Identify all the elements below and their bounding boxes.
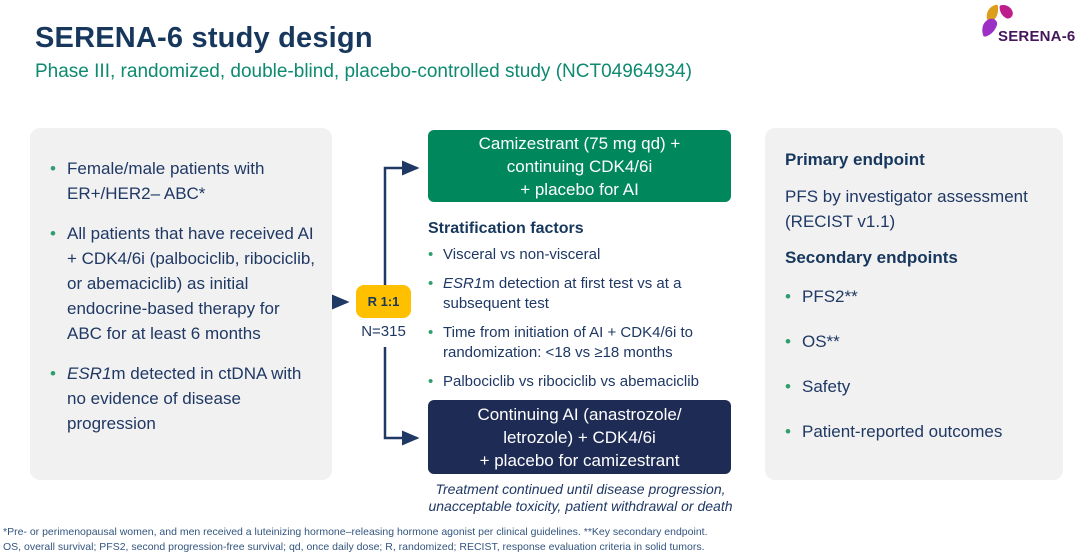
page-subtitle: Phase III, randomized, double-blind, pla… bbox=[35, 61, 692, 82]
randomization-box: R 1:1 bbox=[356, 285, 411, 318]
eligibility-panel: Female/male patients with ER+/HER2– ABC*… bbox=[30, 128, 332, 480]
camizestrant-arm-box: Camizestrant (75 mg qd) + continuing CDK… bbox=[428, 130, 731, 202]
footnote-line: *Pre- or perimenopausal women, and men r… bbox=[3, 526, 708, 538]
sample-size-label: N=315 bbox=[361, 323, 406, 340]
secondary-endpoints-heading: Secondary endpoints bbox=[785, 248, 958, 267]
arrow-to-camizestrant-arm bbox=[383, 160, 420, 285]
list-item: Safety bbox=[785, 374, 1053, 399]
flower-icon bbox=[982, 4, 1013, 37]
list-item: Female/male patients with ER+/HER2– ABC* bbox=[50, 156, 318, 206]
stratification-list: Visceral vs non-visceral ESR1m detection… bbox=[428, 245, 740, 392]
logo-text: SERENA-6 bbox=[998, 28, 1076, 45]
endpoints-panel: Primary endpoint PFS by investigator ass… bbox=[765, 128, 1063, 480]
eligibility-list: Female/male patients with ER+/HER2– ABC*… bbox=[50, 156, 318, 436]
stratification-section: Stratification factors Visceral vs non-v… bbox=[428, 220, 740, 401]
primary-endpoint-text: PFS by investigator assessment (RECIST v… bbox=[785, 187, 1028, 231]
serena6-logo: SERENA-6 bbox=[958, 2, 1076, 50]
list-item: OS** bbox=[785, 329, 1053, 354]
page-title: SERENA-6 study design bbox=[35, 22, 373, 54]
list-item: PFS2** bbox=[785, 284, 1053, 309]
arrow-to-control-arm bbox=[383, 347, 420, 446]
list-item: Palbociclib vs ribociclib vs abemaciclib bbox=[428, 372, 740, 392]
treatment-note: Treatment continued until disease progre… bbox=[428, 481, 733, 514]
list-item: Visceral vs non-visceral bbox=[428, 245, 740, 265]
list-item: ESR1m detection at first test vs at a su… bbox=[428, 274, 740, 314]
stratification-heading: Stratification factors bbox=[428, 220, 584, 237]
list-item: Patient-reported outcomes bbox=[785, 419, 1053, 444]
list-item: All patients that have received AI + CDK… bbox=[50, 221, 318, 346]
list-item: Time from initiation of AI + CDK4/6i to … bbox=[428, 323, 740, 363]
primary-endpoint-heading: Primary endpoint bbox=[785, 150, 925, 169]
list-item: ESR1m detected in ctDNA with no evidence… bbox=[50, 361, 318, 436]
secondary-endpoints-list: PFS2** OS** Safety Patient-reported outc… bbox=[785, 284, 1053, 444]
footnote-line: OS, overall survival; PFS2, second progr… bbox=[3, 541, 705, 553]
footnotes: *Pre- or perimenopausal women, and men r… bbox=[3, 525, 1073, 555]
control-arm-box: Continuing AI (anastrozole/ letrozole) +… bbox=[428, 400, 731, 474]
